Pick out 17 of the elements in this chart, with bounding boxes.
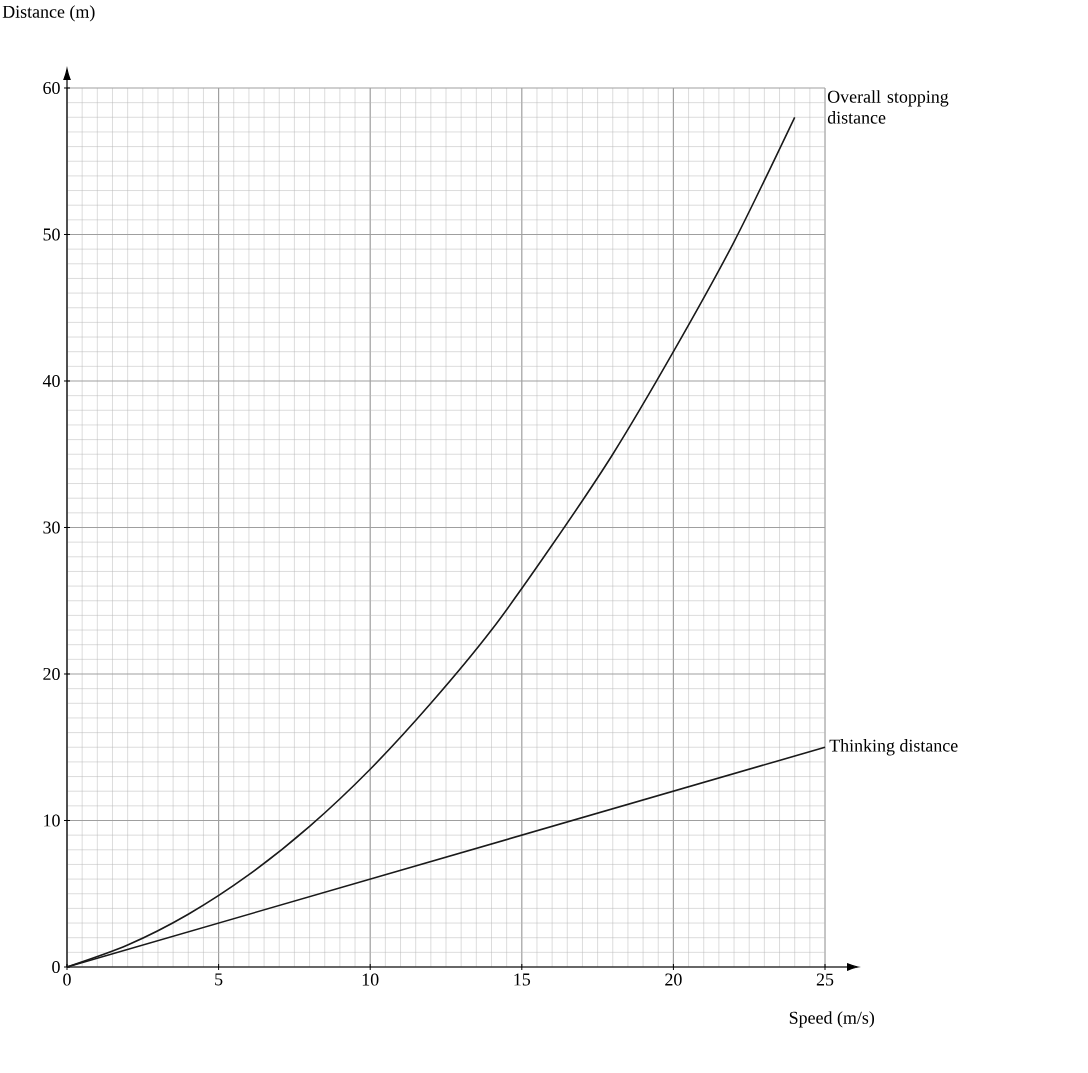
y-tick-label: 20 [43,667,60,681]
x-tick-label: 25 [816,973,834,986]
y-tick-label: 30 [43,521,60,534]
x-tick-label: 0 [63,973,71,986]
y-tick-label: 50 [43,228,60,241]
y-tick-label: 0 [52,960,60,974]
x-axis-title: Speed (m/s) [789,1011,875,1028]
x-tick-label: 15 [514,973,531,986]
y-tick-label: 60 [43,81,60,95]
x-tick-label: 10 [362,973,379,986]
x-tick-label: 20 [665,973,682,986]
x-tick-label: 5 [215,973,223,986]
series-label: Thinking distance [829,739,958,756]
y-tick-label: 10 [44,814,60,827]
y-axis-title: Distance (m) [2,5,95,22]
y-tick-label: 40 [42,374,60,388]
series-label: Overall stopping distance [827,90,949,124]
